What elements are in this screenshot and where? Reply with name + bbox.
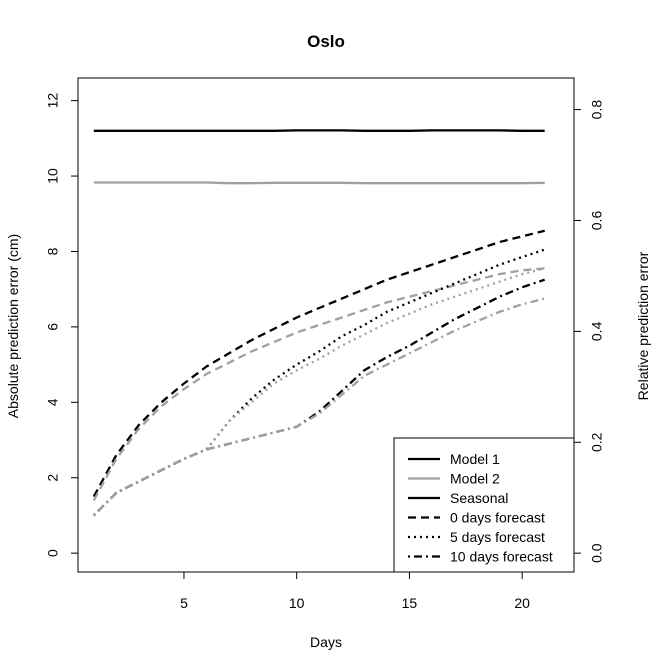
axes: 5 10 15 20 0 2 4 6 8 10 12 0.0 0.2 0.4 0.6 0.8 (45, 93, 605, 611)
y2-tick-label-3: 0.6 (589, 211, 605, 231)
y-tick-label-1: 2 (45, 474, 61, 482)
series-lines (92, 129, 546, 517)
y2-tick-label-2: 0.4 (589, 321, 605, 341)
y2-tick-label-4: 0.8 (589, 100, 605, 120)
legend-label-0: Model 1 (450, 451, 500, 467)
x-tick-label-0: 5 (180, 595, 188, 611)
legend-box (393, 437, 575, 573)
legend-label-3: 0 days forecast (450, 510, 545, 526)
legend: Model 1 Model 2 Seasonal 0 days forecast 5 d… (393, 437, 575, 573)
y-tick-label-0: 0 (45, 549, 61, 557)
series-line-5 (92, 297, 545, 517)
legend-label-2: Seasonal (450, 490, 508, 506)
legend-label-5: 10 days forecast (450, 549, 553, 565)
y-tick-label-5: 10 (45, 168, 61, 184)
series-line-7 (93, 181, 545, 185)
x-tick-label-1: 10 (289, 595, 305, 611)
y2-axis-label: Relative prediction error (635, 251, 651, 400)
y2-tick-label-0: 0.0 (589, 543, 605, 563)
legend-label-1: Model 2 (450, 471, 500, 487)
y-tick-label-6: 12 (45, 93, 61, 109)
legend-label-4: 5 days forecast (450, 529, 545, 545)
x-tick-label-3: 20 (514, 595, 530, 611)
series-line-0 (92, 229, 545, 498)
x-tick-label-2: 15 (402, 595, 418, 611)
plot-frame (77, 77, 575, 573)
y-tick-label-4: 8 (45, 247, 61, 255)
chart-title: Oslo (307, 32, 345, 51)
x-axis-label: Days (310, 634, 342, 650)
y-axis-label: Absolute prediction error (cm) (5, 234, 21, 418)
y-tick-label-3: 6 (45, 323, 61, 331)
y2-tick-label-1: 0.2 (589, 432, 605, 452)
y-tick-label-2: 4 (45, 398, 61, 406)
